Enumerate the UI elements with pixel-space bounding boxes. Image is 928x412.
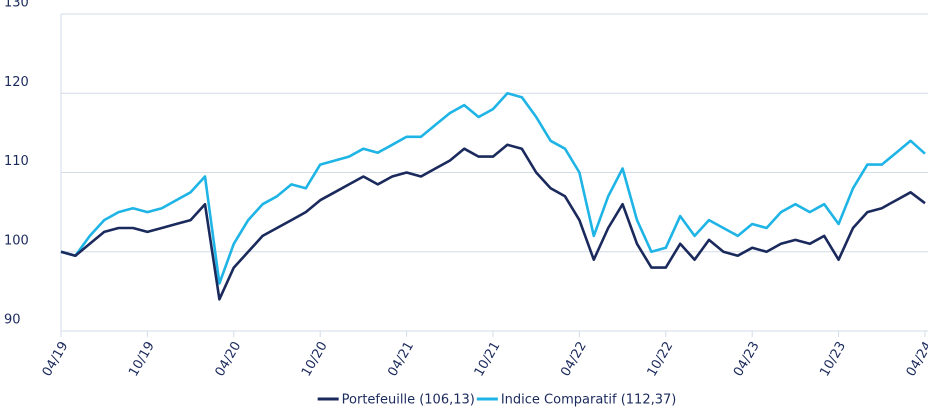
y-tick-label: 120	[4, 75, 29, 90]
x-tick-label: 04/20	[213, 339, 245, 379]
y-tick-label: 90	[4, 313, 21, 328]
x-tick-label: 10/20	[299, 339, 331, 379]
x-tick-label: 10/23	[817, 339, 849, 379]
series-line	[60, 143, 926, 301]
legend: Portefeuille (106,13) Indice Comparatif (…	[317, 393, 677, 408]
y-tick-label: 100	[4, 233, 29, 248]
y-tick-label: 130	[4, 0, 29, 11]
legend-label: Portefeuille (106,13)	[342, 393, 475, 408]
x-tick-label: 04/24	[904, 339, 928, 379]
x-tick-label: 04/22	[558, 339, 590, 379]
x-tick-label: 10/21	[472, 339, 504, 379]
x-tick-label: 10/19	[126, 339, 158, 379]
x-tick-label: 04/21	[385, 339, 417, 379]
y-tick-label: 110	[4, 154, 29, 169]
x-tick-label: 04/19	[40, 339, 72, 379]
series-line	[60, 92, 926, 285]
x-tick-label: 04/23	[731, 339, 763, 379]
legend-label: Indice Comparatif (112,37)	[501, 393, 677, 408]
x-tick-label: 10/22	[645, 339, 677, 379]
